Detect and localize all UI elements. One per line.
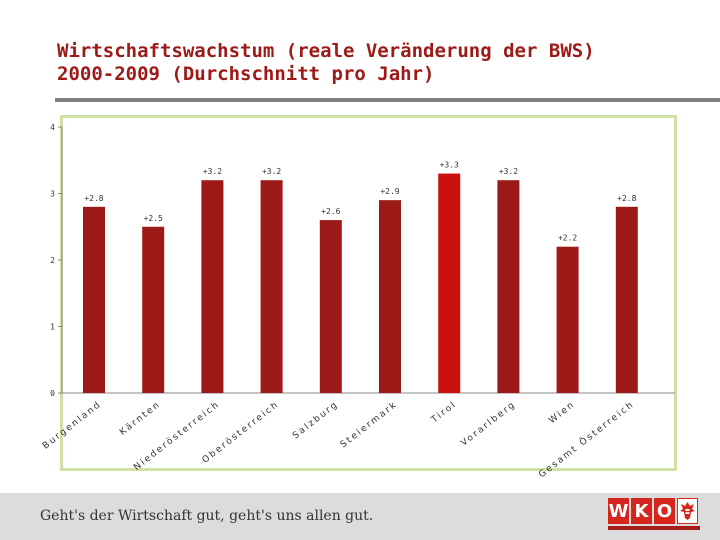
footer-bar xyxy=(0,493,720,540)
data-label-7: +3.2 xyxy=(499,167,518,176)
eagle-icon xyxy=(677,498,698,524)
x-tick-label-1: Kärnten xyxy=(118,399,163,437)
bar-0 xyxy=(83,206,105,393)
page-title: Wirtschaftswachstum (reale Veränderung d… xyxy=(57,40,595,86)
logo-letter-w: W xyxy=(608,498,629,524)
title-line-2: 2000-2009 (Durchschnitt pro Jahr) xyxy=(57,63,435,85)
x-tick-label-5: Steiermark xyxy=(339,399,400,450)
title-divider xyxy=(55,98,720,102)
x-tick-label-9: Gesamt Österreich xyxy=(537,399,637,481)
data-label-9: +2.8 xyxy=(617,194,636,203)
data-label-6: +3.3 xyxy=(440,161,459,170)
bar-6 xyxy=(438,173,461,393)
x-tick-label-0: Burgenland xyxy=(41,399,104,451)
bar-8 xyxy=(556,246,579,393)
bar-7 xyxy=(497,180,520,393)
y-tick-label-3: 3 xyxy=(50,190,55,199)
y-tick-label-0: 0 xyxy=(50,389,55,398)
data-label-0: +2.8 xyxy=(84,194,103,203)
y-tick-label-1: 1 xyxy=(50,323,55,332)
y-tick-label-4: 4 xyxy=(50,123,55,132)
data-label-3: +3.2 xyxy=(262,167,281,176)
data-label-2: +3.2 xyxy=(203,167,222,176)
footer-slogan: Geht's der Wirtschaft gut, geht's uns al… xyxy=(40,508,374,524)
bar-3 xyxy=(260,180,283,393)
bar-2 xyxy=(201,180,224,393)
bar-4 xyxy=(319,220,342,393)
data-label-5: +2.9 xyxy=(380,187,399,196)
bar-1 xyxy=(142,226,165,393)
x-tick-label-8: Wien xyxy=(547,399,577,426)
x-tick-label-6: Tirol xyxy=(429,399,459,425)
logo-letter-o: O xyxy=(654,498,675,524)
x-tick-label-4: Salzburg xyxy=(291,399,341,441)
logo-letter-k: K xyxy=(631,498,652,524)
y-tick-label-2: 2 xyxy=(50,256,55,265)
data-label-4: +2.6 xyxy=(321,207,340,216)
title-line-1: Wirtschaftswachstum (reale Veränderung d… xyxy=(57,40,595,62)
wko-logo: W K O xyxy=(608,498,700,524)
data-label-1: +2.5 xyxy=(144,214,163,223)
data-label-8: +2.2 xyxy=(558,234,577,243)
bar-9 xyxy=(615,206,638,393)
x-tick-label-7: Vorarlberg xyxy=(459,399,518,448)
logo-underline xyxy=(608,526,700,530)
bar-5 xyxy=(379,200,401,393)
